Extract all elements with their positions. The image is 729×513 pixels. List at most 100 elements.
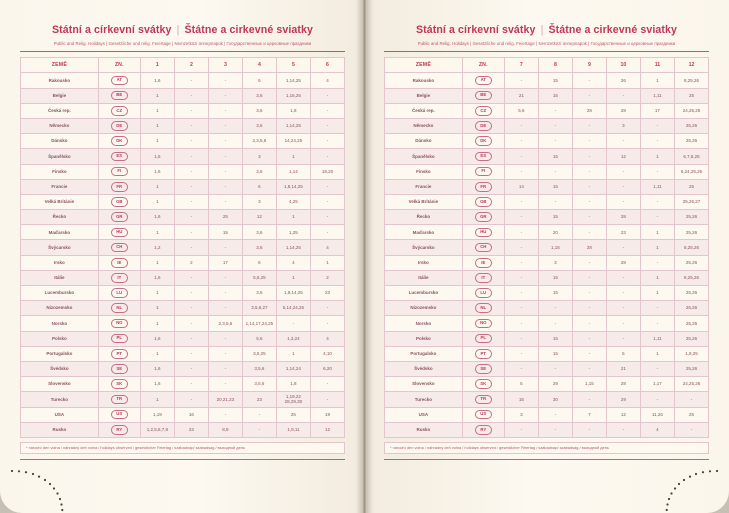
country-code-cell: GB	[97, 193, 141, 211]
holiday-cell: -	[173, 102, 209, 119]
holiday-cell: -	[571, 163, 607, 180]
holiday-cell: -	[571, 285, 607, 302]
holiday-cell: -	[173, 178, 209, 195]
header-code-right: ZN.	[461, 57, 505, 74]
holiday-cell: -	[503, 315, 539, 332]
holiday-cell: 15	[537, 345, 573, 362]
country-code-badge: GR	[474, 212, 492, 222]
holiday-cell: -	[173, 224, 209, 241]
holiday-cell: 3	[241, 193, 277, 211]
holiday-cell: -	[207, 300, 243, 317]
holiday-cell: -	[173, 209, 209, 226]
holiday-cell: 11,26	[639, 406, 675, 423]
holiday-cell: 2,3,5,6	[241, 133, 277, 150]
holiday-cell: -	[207, 360, 243, 378]
holiday-cell: -	[207, 102, 243, 119]
header-row-right: ZEMĚ ZN. 7 8 9 10 11 12	[384, 57, 710, 74]
country-code-badge: SK	[474, 379, 492, 390]
holiday-cell: 17	[639, 102, 675, 119]
holiday-cell: 25,26	[673, 209, 710, 226]
holiday-cell: 28	[605, 102, 641, 119]
holiday-cell: 1,19	[139, 406, 175, 423]
holiday-cell: 1	[639, 148, 675, 165]
country-code-badge: IE	[110, 257, 128, 268]
holidays-table-right: ZEMĚ ZN. 7 8 9 10 11 12 Rakousko AT -15-26…	[384, 57, 710, 438]
country-code-cell: SK	[461, 376, 505, 393]
header-month-4: 4	[241, 57, 277, 74]
holiday-cell: 2	[173, 254, 209, 271]
holiday-cell: 7	[571, 406, 607, 423]
holiday-cell: -	[639, 209, 675, 226]
holiday-cell: 8,25,26	[673, 72, 710, 89]
holiday-cell: 15	[537, 178, 573, 195]
holiday-cell: 25,26	[673, 224, 710, 241]
country-name: Portugalsko	[384, 345, 463, 362]
table-row: Irsko IE 1 2 17 6 4 1	[20, 254, 346, 271]
holiday-cell: 3,6	[241, 239, 277, 256]
table-row: Polsko PL 1,6- -5,6 1,3,24 4	[20, 330, 346, 347]
table-row: Slovensko SK 1,6- -3,5,6 1,8-	[20, 376, 346, 393]
country-name: Portugalsko	[20, 345, 99, 362]
country-code-badge: NL	[110, 303, 128, 314]
holiday-cell: 20,21,23	[207, 391, 243, 408]
table-row: Řecko GR -15-28-25,26	[384, 209, 710, 226]
country-code-badge: BE	[110, 90, 128, 101]
country-name: Norsko	[20, 315, 99, 332]
holiday-cell: 15	[537, 87, 573, 104]
holiday-cell: 23	[309, 285, 346, 302]
holiday-cell: -	[605, 269, 641, 287]
holiday-cell: -	[571, 224, 607, 241]
country-code-badge: CZ	[110, 106, 128, 116]
country-name: Španělsko	[20, 148, 99, 165]
holiday-cell: -	[503, 269, 539, 287]
holiday-cell: -	[639, 315, 675, 332]
holiday-cell: -	[309, 193, 346, 211]
holiday-cell: 24,25,26	[673, 376, 710, 393]
holiday-cell: -	[309, 209, 346, 226]
holiday-cell: 1,16,25	[275, 87, 311, 104]
country-code-badge: IT	[110, 273, 128, 283]
table-row: Rusko RY 1,2,5,6,7,8 23 8,9-1,9,11 12	[20, 421, 346, 438]
holiday-cell: -	[309, 102, 346, 119]
holiday-cell: 15	[537, 148, 573, 165]
holiday-cell: 25,26	[673, 285, 710, 302]
holiday-cell: -	[207, 117, 243, 135]
holiday-cell: -	[503, 254, 539, 271]
table-row: Francie FR 1- -6 1,8,14,25-	[20, 178, 346, 195]
holiday-cell: 12	[605, 406, 641, 423]
country-code-badge: HU	[474, 227, 492, 238]
holiday-cell: -	[173, 133, 209, 150]
title-slovak: Štátne a cirkevné sviatky	[184, 24, 314, 36]
holiday-cell: -	[571, 391, 607, 408]
table-row: Portugalsko PT 1- -3,5,25 1 4,10	[20, 345, 346, 362]
holiday-cell: 3,6	[241, 102, 277, 119]
table-row: Turecko TR 15 30-29- -	[384, 391, 710, 408]
holiday-cell: 1,6	[139, 360, 175, 378]
country-code-badge: LU	[474, 288, 492, 298]
country-code-badge: GB	[474, 197, 492, 207]
holiday-cell: 8,9	[207, 421, 243, 438]
country-code-badge: US	[474, 409, 492, 420]
holiday-cell: -	[537, 360, 573, 378]
holiday-cell: 23	[605, 224, 641, 241]
holiday-cell: 21	[605, 360, 641, 378]
table-row: Itálie IT 1,6- -5,6,25 1 2	[20, 269, 346, 287]
table-row: Německo DE - - -3-25,26	[384, 117, 710, 135]
holiday-cell: 1,6	[139, 209, 175, 226]
holiday-cell: -	[309, 133, 346, 150]
holiday-cell: 6	[241, 254, 277, 271]
country-code-cell: HU	[97, 224, 141, 241]
holiday-cell: 1,6	[139, 269, 175, 287]
footer-divider-left	[20, 458, 345, 461]
holiday-cell: -	[173, 360, 209, 378]
country-code-cell: DE	[97, 117, 141, 135]
country-name: Rusko	[20, 421, 99, 438]
country-code-cell: GR	[461, 209, 505, 226]
holiday-cell: 1	[139, 345, 175, 362]
country-code-badge: DE	[474, 121, 492, 131]
country-code-cell: CZ	[461, 102, 505, 119]
holiday-cell: 1	[139, 87, 175, 104]
country-code-cell: IT	[97, 269, 141, 287]
holiday-cell: -	[309, 376, 346, 393]
holiday-cell: 28	[605, 209, 641, 226]
